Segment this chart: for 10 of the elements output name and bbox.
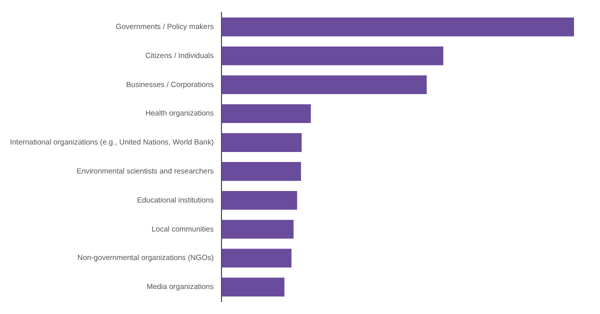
bar	[222, 220, 294, 239]
bar	[222, 104, 311, 124]
bar	[222, 248, 292, 268]
bar	[222, 190, 298, 210]
bar	[222, 18, 574, 36]
bar	[222, 46, 444, 66]
bar	[222, 278, 284, 296]
bar	[222, 133, 302, 152]
bar	[222, 162, 301, 181]
bar	[222, 75, 427, 94]
